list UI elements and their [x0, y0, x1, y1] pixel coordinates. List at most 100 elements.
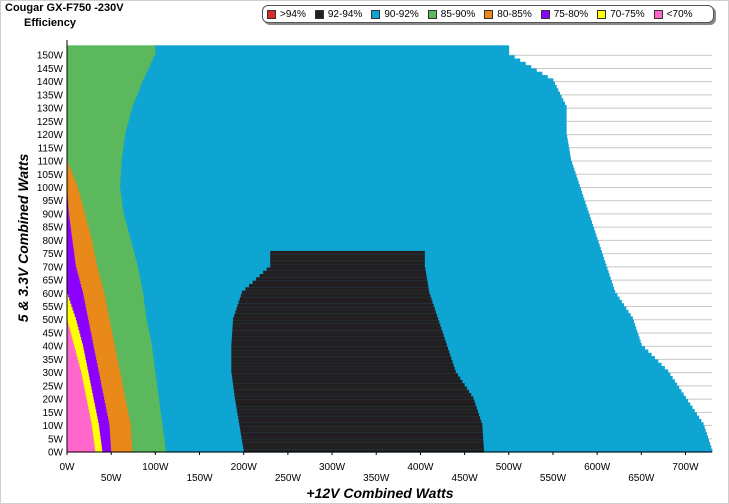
heatmap-cell: [67, 164, 71, 169]
heatmap-cell: [67, 141, 125, 146]
heatmap-cell: [67, 369, 82, 374]
heatmap-cell: [104, 399, 127, 404]
heatmap-cell: [67, 286, 83, 291]
heatmap-cell: [67, 316, 77, 321]
heatmap-cell: [67, 71, 147, 76]
heatmap-cell: [89, 375, 101, 380]
y-tick-label: 75W: [42, 249, 63, 260]
heatmap-cell: [117, 356, 154, 361]
heatmap-cell: [232, 319, 440, 324]
heatmap-cell: [76, 352, 86, 357]
heatmap-cell: [67, 392, 87, 397]
heatmap-cell: [122, 154, 571, 159]
heatmap-cell: [98, 270, 140, 275]
heatmap-cell: [233, 316, 439, 321]
heatmap-cell: [122, 200, 586, 205]
heatmap-cell: [88, 316, 110, 321]
heatmap-cell: [94, 445, 103, 450]
heatmap-cell: [243, 448, 485, 453]
heatmap-cell: [114, 342, 153, 347]
heatmap-cell: [67, 263, 77, 268]
heatmap-cell: [139, 88, 559, 93]
heatmap-cell: [108, 309, 147, 314]
heatmap-cell: [125, 131, 567, 136]
y-tick-label: 55W: [42, 302, 63, 313]
heatmap-cell: [75, 260, 97, 265]
heatmap-cell: [77, 323, 90, 327]
heatmap-cell: [73, 309, 88, 314]
heatmap-cell: [94, 346, 116, 351]
heatmap-cell: [232, 323, 441, 327]
heatmap-cell: [97, 263, 139, 268]
heatmap-cell: [77, 270, 100, 275]
legend-item-5: 75-80%: [540, 9, 588, 20]
heatmap-cell: [129, 415, 162, 420]
heatmap-cell: [72, 240, 93, 245]
heatmap-cell: [135, 98, 564, 103]
heatmap-cell: [67, 180, 77, 185]
heatmap-cell: [270, 260, 425, 265]
heatmap-cell: [67, 402, 89, 407]
heatmap-cell: [93, 435, 101, 440]
heatmap-cell: [110, 323, 149, 327]
heatmap-cell: [87, 402, 96, 407]
heatmap-cell: [123, 144, 569, 149]
heatmap-cell: [110, 438, 133, 443]
heatmap-cell: [237, 303, 434, 308]
heatmap-cell: [67, 184, 79, 189]
heatmap-cell: [68, 293, 84, 298]
heatmap-cell: [98, 369, 121, 374]
heatmap-cell: [90, 379, 102, 384]
heatmap-cell: [252, 280, 428, 284]
heatmap-cell: [69, 217, 87, 222]
heatmap-cell: [67, 170, 73, 175]
heatmap-cell: [116, 349, 154, 354]
heatmap-cell: [239, 425, 483, 430]
heatmap-cell: [67, 339, 74, 344]
heatmap-cell: [239, 422, 483, 427]
heatmap-cell: [67, 356, 79, 361]
heatmap-cell: [237, 412, 479, 417]
heatmap-cell: [67, 151, 124, 156]
heatmap-cell: [239, 296, 432, 301]
heatmap-cell: [132, 448, 167, 453]
heatmap-cell: [121, 157, 572, 162]
heatmap-cell: [95, 352, 118, 357]
heatmap-cell: [93, 342, 116, 347]
heatmap-cell: [120, 187, 581, 192]
heatmap-cell: [86, 309, 109, 314]
heatmap-cell: [67, 425, 93, 430]
heatmap-cell: [67, 336, 73, 341]
heatmap-cell: [67, 237, 73, 241]
heatmap-cell: [67, 280, 81, 284]
heatmap-cell: [97, 362, 120, 367]
heatmap-cell: [238, 299, 433, 304]
heatmap-cell: [132, 445, 166, 450]
legend-label: 80-85%: [497, 8, 532, 20]
heatmap-cell: [67, 289, 84, 294]
heatmap-cell: [67, 273, 79, 278]
heatmap-cell: [235, 399, 475, 404]
heatmap-cell: [74, 346, 84, 351]
heatmap-cell: [67, 61, 152, 66]
heatmap-cell: [231, 366, 455, 370]
heatmap-cell: [69, 213, 86, 218]
heatmap-cell: [80, 280, 102, 284]
heatmap-cell: [67, 418, 92, 423]
heatmap-cell: [78, 359, 87, 364]
heatmap-cell: [245, 286, 429, 291]
heatmap-cell: [110, 319, 148, 324]
x-tick-label: 0W: [60, 462, 76, 473]
heatmap-cell: [86, 306, 108, 311]
heatmap-cell: [70, 223, 89, 228]
y-tick-label: 40W: [42, 342, 63, 353]
heatmap-cell: [67, 256, 76, 261]
heatmap-cell: [107, 412, 130, 417]
heatmap-cell: [84, 352, 96, 357]
heatmap-cell: [130, 237, 598, 241]
legend-item-0: >94%: [267, 9, 306, 20]
heatmap-cell: [67, 45, 156, 50]
heatmap-cell: [103, 286, 143, 291]
heatmap-cell: [232, 326, 442, 331]
heatmap-cell: [72, 336, 82, 341]
